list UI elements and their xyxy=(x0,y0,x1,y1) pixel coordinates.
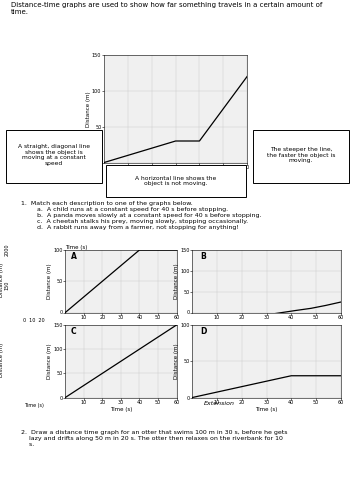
Text: C: C xyxy=(71,327,77,336)
FancyBboxPatch shape xyxy=(6,130,102,182)
Text: Time (s): Time (s) xyxy=(65,244,88,250)
Text: Extension: Extension xyxy=(203,401,234,406)
Text: Distance (m): Distance (m) xyxy=(0,343,4,377)
Text: A horizontal line shows the
object is not moving.: A horizontal line shows the object is no… xyxy=(135,176,216,186)
Y-axis label: Distance (m): Distance (m) xyxy=(47,344,52,379)
Text: 2000: 2000 xyxy=(5,244,10,256)
Text: B: B xyxy=(200,252,205,261)
Y-axis label: Distance (m): Distance (m) xyxy=(174,264,179,299)
FancyBboxPatch shape xyxy=(253,130,349,182)
Text: 2.  Draw a distance time graph for an otter that swims 100 m in 30 s, before he : 2. Draw a distance time graph for an ott… xyxy=(21,430,288,446)
FancyBboxPatch shape xyxy=(106,166,246,196)
Y-axis label: Distance (m): Distance (m) xyxy=(47,264,52,299)
Text: Time (s): Time (s) xyxy=(24,402,43,407)
X-axis label: Time (s): Time (s) xyxy=(164,172,187,176)
Text: A: A xyxy=(71,252,77,261)
Text: 0  10  20: 0 10 20 xyxy=(23,318,44,322)
X-axis label: Time (s): Time (s) xyxy=(110,406,132,412)
Text: A straight, diagonal line
shows the object is
moving at a constant
speed: A straight, diagonal line shows the obje… xyxy=(18,144,90,167)
Text: 150: 150 xyxy=(5,280,10,289)
Text: Distance-time graphs are used to show how far something travels in a certain amo: Distance-time graphs are used to show ho… xyxy=(11,2,322,16)
Y-axis label: Distance (m): Distance (m) xyxy=(85,91,91,126)
Text: D: D xyxy=(200,327,206,336)
Text: Distance (m): Distance (m) xyxy=(0,263,4,297)
Y-axis label: Distance (m): Distance (m) xyxy=(174,344,179,379)
Text: 1.  Match each description to one of the graphs below.
        a.  A child runs : 1. Match each description to one of the … xyxy=(21,202,262,230)
X-axis label: Time (s): Time (s) xyxy=(255,406,278,412)
Text: The steeper the line,
the faster the object is
moving.: The steeper the line, the faster the obj… xyxy=(267,147,335,164)
